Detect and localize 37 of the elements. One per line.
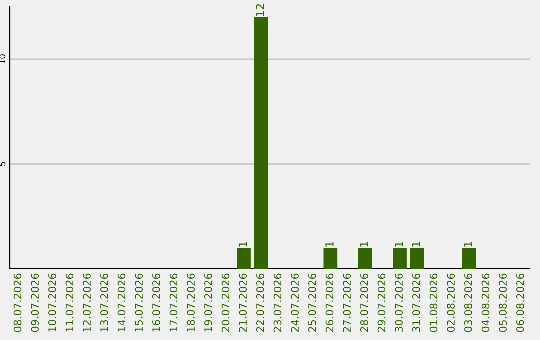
data-label: 1 [238, 242, 248, 247]
data-label: 1 [412, 242, 420, 247]
x-tick-label: 02.08.2026 [447, 274, 456, 332]
x-tick-label: 15.07.2026 [135, 274, 144, 332]
x-tick-label: 03.08.2026 [464, 274, 472, 332]
x-tick-label: 17.07.2026 [170, 274, 178, 332]
x-tick-label: 20.07.2026 [222, 274, 230, 332]
data-label: 1 [326, 242, 334, 247]
x-tick-label: 14.07.2026 [118, 274, 126, 332]
x-tick-label: 28.07.2026 [360, 274, 368, 332]
x-tick-label: 13.07.2026 [100, 274, 108, 332]
x-tick-label: 29.07.2026 [378, 274, 386, 332]
x-tick-label: 01.08.2026 [430, 274, 438, 332]
x-tick-label: 31.07.2026 [412, 274, 420, 332]
x-tick-label: 08.07.2026 [14, 274, 22, 332]
x-tick-label: 27.07.2026 [343, 274, 352, 332]
x-tick-label: 25.07.2026 [308, 274, 316, 332]
data-label: 12 [256, 4, 264, 16]
x-tick-label: 26.07.2026 [326, 274, 334, 332]
data-label: 1 [394, 242, 404, 247]
x-tick-label: 21.07.2026 [239, 274, 248, 332]
data-label: 1 [464, 242, 472, 247]
x-tick-label: 12.07.2026 [83, 274, 92, 332]
x-tick-label: 19.07.2026 [204, 274, 212, 332]
x-tick-label: 23.07.2026 [274, 274, 282, 332]
x-tick-label: 05.08.2026 [499, 274, 508, 332]
x-tick-label: 11.07.2026 [66, 274, 74, 332]
x-tick-label: 06.08.2026 [516, 274, 524, 332]
x-tick-label: 24.07.2026 [291, 274, 300, 332]
x-tick-label: 22.07.2026 [256, 274, 264, 332]
x-tick-label: 09.07.2026 [31, 274, 40, 332]
data-label: 1 [360, 242, 368, 247]
x-tick-label: 04.08.2026 [482, 274, 490, 332]
x-tick-label: 10.07.2026 [48, 274, 56, 332]
x-tick-label: 18.07.2026 [187, 274, 196, 332]
x-tick-label: 16.07.2026 [152, 274, 160, 332]
x-tick-label: 30.07.2026 [395, 274, 404, 332]
